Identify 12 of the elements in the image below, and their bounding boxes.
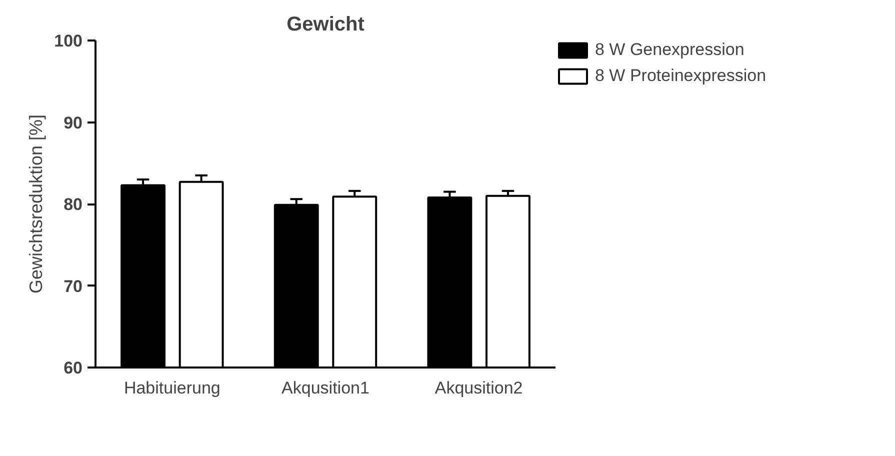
y-tick-label: 60 (64, 358, 83, 378)
x-tick-label: Akqusition1 (282, 378, 370, 398)
y-tick-label: 100 (54, 32, 83, 50)
x-tick-label: Akqusition2 (434, 378, 523, 398)
y-tick-label: 90 (64, 113, 83, 132)
x-tick-label: Habituierung (124, 378, 220, 398)
legend-label: 8 W Proteinexpression (595, 66, 766, 86)
y-tick-label: 70 (64, 276, 83, 296)
y-tick-label: 80 (64, 195, 83, 214)
y-axis-title: Gewichtsreduktion [%] (26, 114, 46, 294)
chart-title: Gewicht (286, 14, 365, 36)
legend-label: 8 W Genexpression (595, 40, 744, 60)
